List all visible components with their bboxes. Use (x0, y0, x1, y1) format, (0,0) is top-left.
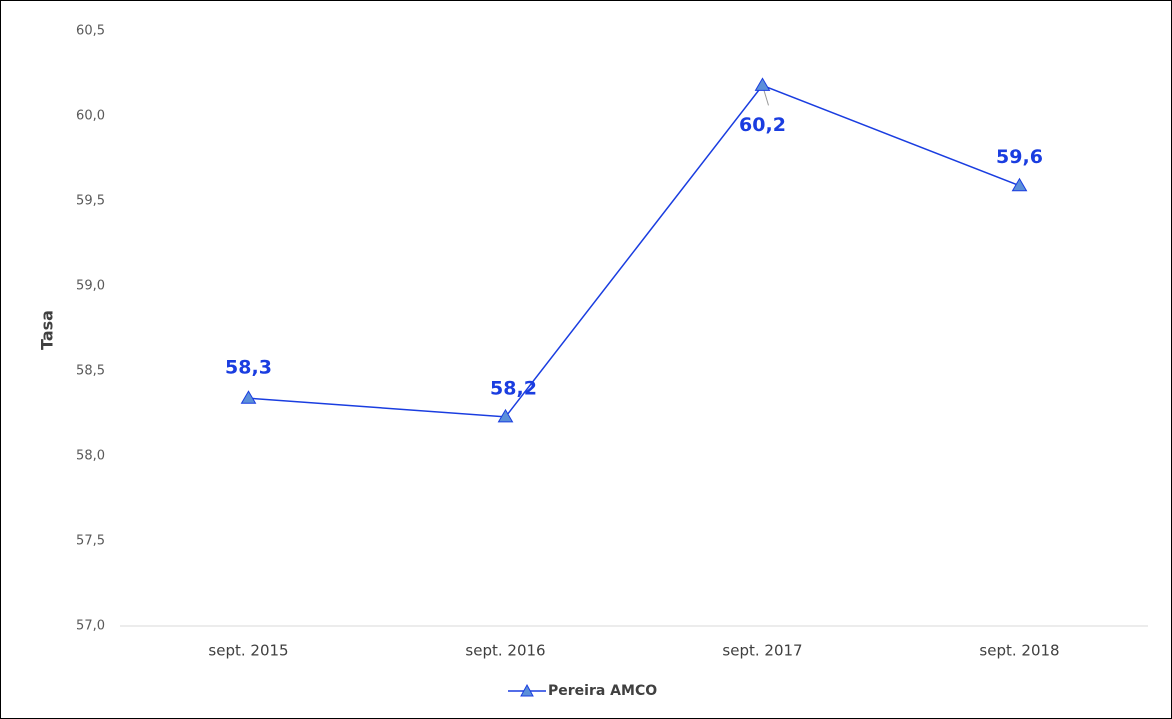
series-line (248, 84, 1020, 418)
y-tick-label: 60,5 (76, 24, 105, 39)
data-label: 58,3 (225, 357, 272, 379)
y-tick-label: 57,0 (76, 619, 105, 634)
marker (1011, 177, 1028, 192)
y-tick-label: 58,0 (76, 449, 105, 464)
x-tick-label: sept. 2015 (208, 642, 288, 660)
marker (754, 77, 771, 91)
data-label: 58,2 (490, 377, 537, 399)
y-tick-label: 58,5 (76, 364, 105, 379)
y-tick-label: 59,0 (76, 279, 105, 294)
x-tick-label: sept. 2016 (465, 642, 545, 660)
y-tick-label: 57,5 (76, 534, 105, 549)
x-tick-label: sept. 2018 (979, 642, 1059, 660)
legend-marker (520, 683, 534, 697)
x-tick-label: sept. 2017 (722, 642, 802, 660)
y-tick-label: 59,5 (76, 194, 105, 209)
legend-label: Pereira AMCO (548, 683, 657, 699)
marker (497, 408, 514, 423)
data-label: 60,2 (739, 114, 786, 136)
legend: Pereira AMCO (508, 683, 657, 699)
marker (240, 390, 257, 404)
y-axis-title: Tasa (38, 310, 57, 350)
data-label: 59,6 (996, 146, 1043, 168)
y-tick-label: 60,0 (76, 109, 105, 124)
